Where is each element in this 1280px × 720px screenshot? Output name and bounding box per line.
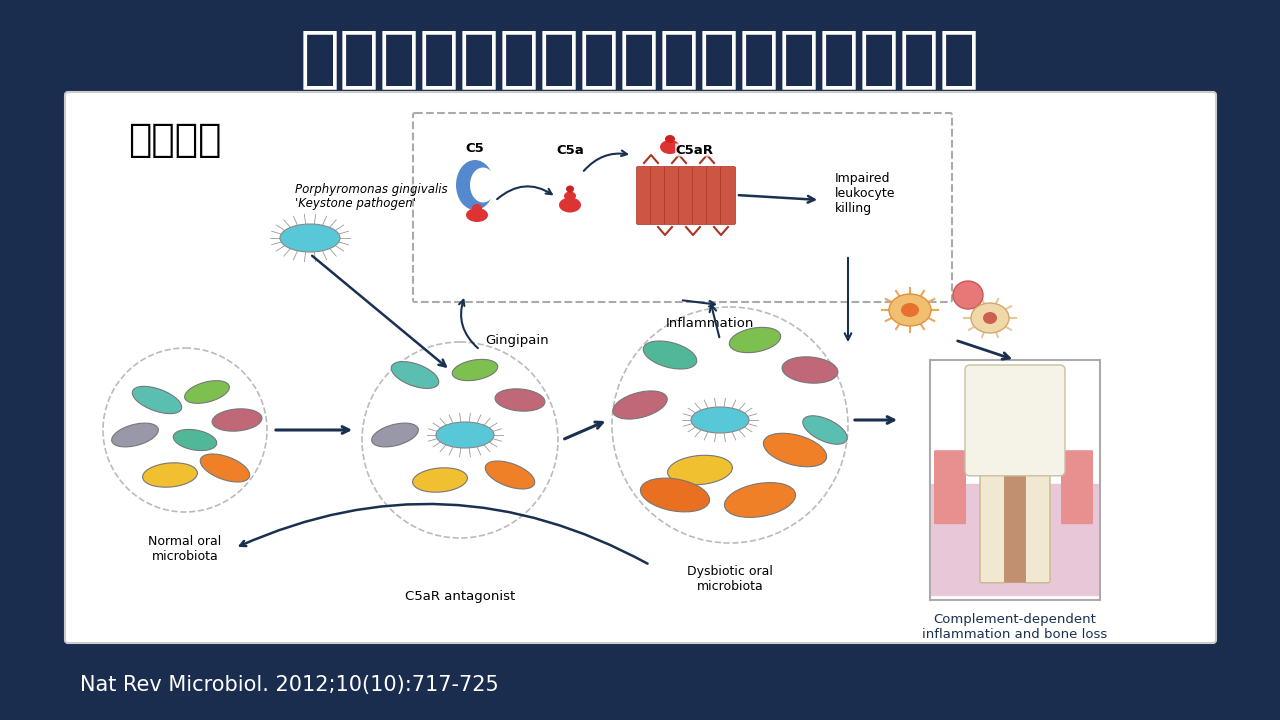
Ellipse shape	[691, 407, 749, 433]
Ellipse shape	[954, 281, 983, 309]
Text: 实验研究: 实验研究	[128, 121, 221, 159]
Ellipse shape	[495, 389, 545, 411]
Ellipse shape	[452, 359, 498, 381]
Ellipse shape	[566, 186, 573, 192]
Ellipse shape	[472, 204, 483, 212]
Ellipse shape	[470, 168, 497, 202]
Ellipse shape	[173, 429, 216, 451]
Text: Nat Rev Microbiol. 2012;10(10):717-725: Nat Rev Microbiol. 2012;10(10):717-725	[79, 675, 499, 695]
FancyBboxPatch shape	[692, 166, 708, 225]
Ellipse shape	[111, 423, 159, 447]
Ellipse shape	[564, 192, 576, 200]
Ellipse shape	[730, 328, 781, 353]
FancyBboxPatch shape	[1061, 450, 1093, 524]
Ellipse shape	[456, 160, 494, 210]
FancyBboxPatch shape	[934, 450, 966, 524]
Text: Dysbiotic oral
microbiota: Dysbiotic oral microbiota	[687, 565, 773, 593]
Ellipse shape	[466, 208, 488, 222]
Ellipse shape	[200, 454, 250, 482]
Text: 慢性牙周炎基石菌种：牙龈卟啉单胞菌: 慢性牙周炎基石菌种：牙龈卟啉单胞菌	[300, 25, 980, 91]
Text: C5: C5	[466, 142, 484, 155]
Ellipse shape	[660, 140, 680, 154]
Text: C5aR: C5aR	[675, 143, 713, 156]
Ellipse shape	[142, 463, 197, 487]
FancyBboxPatch shape	[678, 166, 694, 225]
Text: 'Keystone pathogen': 'Keystone pathogen'	[294, 197, 416, 210]
FancyBboxPatch shape	[664, 166, 680, 225]
Ellipse shape	[803, 415, 847, 444]
Text: Complement-dependent
inflammation and bone loss: Complement-dependent inflammation and bo…	[923, 613, 1107, 641]
FancyBboxPatch shape	[650, 166, 666, 225]
Ellipse shape	[666, 135, 675, 143]
Bar	[931, 360, 1100, 600]
Text: Gingipain: Gingipain	[485, 333, 549, 346]
Text: C5aR antagonist: C5aR antagonist	[404, 590, 515, 603]
FancyBboxPatch shape	[1004, 466, 1027, 582]
Text: C5a: C5a	[556, 143, 584, 156]
Text: Impaired
leukocyte
killing: Impaired leukocyte killing	[835, 171, 896, 215]
Ellipse shape	[559, 197, 581, 212]
Ellipse shape	[640, 478, 709, 512]
Ellipse shape	[184, 381, 229, 403]
Ellipse shape	[644, 341, 696, 369]
FancyBboxPatch shape	[1024, 459, 1050, 582]
Ellipse shape	[782, 357, 838, 383]
Ellipse shape	[668, 455, 732, 485]
Ellipse shape	[724, 482, 796, 518]
Ellipse shape	[412, 468, 467, 492]
Ellipse shape	[613, 391, 667, 419]
Ellipse shape	[763, 433, 827, 467]
Ellipse shape	[485, 461, 535, 489]
FancyBboxPatch shape	[65, 92, 1216, 643]
Ellipse shape	[901, 303, 919, 317]
FancyBboxPatch shape	[965, 365, 1065, 476]
FancyBboxPatch shape	[931, 484, 1100, 596]
Ellipse shape	[280, 224, 340, 252]
Ellipse shape	[392, 361, 439, 388]
Text: Inflammation: Inflammation	[666, 317, 754, 330]
Ellipse shape	[983, 312, 997, 324]
Ellipse shape	[972, 303, 1009, 333]
FancyBboxPatch shape	[980, 459, 1006, 582]
FancyBboxPatch shape	[707, 166, 722, 225]
Text: Porphyromonas gingivalis: Porphyromonas gingivalis	[294, 183, 448, 196]
Ellipse shape	[132, 387, 182, 413]
Ellipse shape	[436, 422, 494, 448]
Ellipse shape	[212, 409, 262, 431]
Text: Normal oral
microbiota: Normal oral microbiota	[148, 535, 221, 563]
FancyBboxPatch shape	[721, 166, 736, 225]
Ellipse shape	[371, 423, 419, 447]
Ellipse shape	[890, 294, 931, 326]
FancyBboxPatch shape	[636, 166, 652, 225]
